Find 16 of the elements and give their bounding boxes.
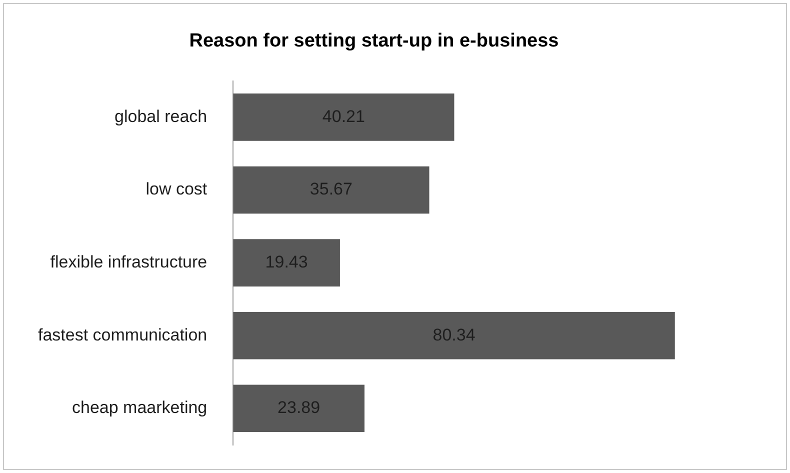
data-label: 35.67 xyxy=(310,180,352,199)
y-tick-label: fastest communication xyxy=(38,325,208,344)
y-tick-label: global reach xyxy=(114,106,208,126)
chart-title: Reason for setting start-up in e-business xyxy=(189,30,559,52)
data-label: 80.34 xyxy=(432,325,476,344)
y-tick-label: flexible infrastructure xyxy=(50,252,208,272)
bar xyxy=(233,384,364,432)
data-label: 19.43 xyxy=(265,252,308,272)
bar xyxy=(233,94,454,141)
bar xyxy=(233,239,340,286)
bar xyxy=(233,166,430,214)
data-label: 23.89 xyxy=(278,398,320,418)
bar xyxy=(233,312,675,360)
y-tick-label: low cost xyxy=(146,180,208,199)
data-label: 40.21 xyxy=(322,106,365,126)
y-tick-label: cheap maarketing xyxy=(72,398,208,418)
